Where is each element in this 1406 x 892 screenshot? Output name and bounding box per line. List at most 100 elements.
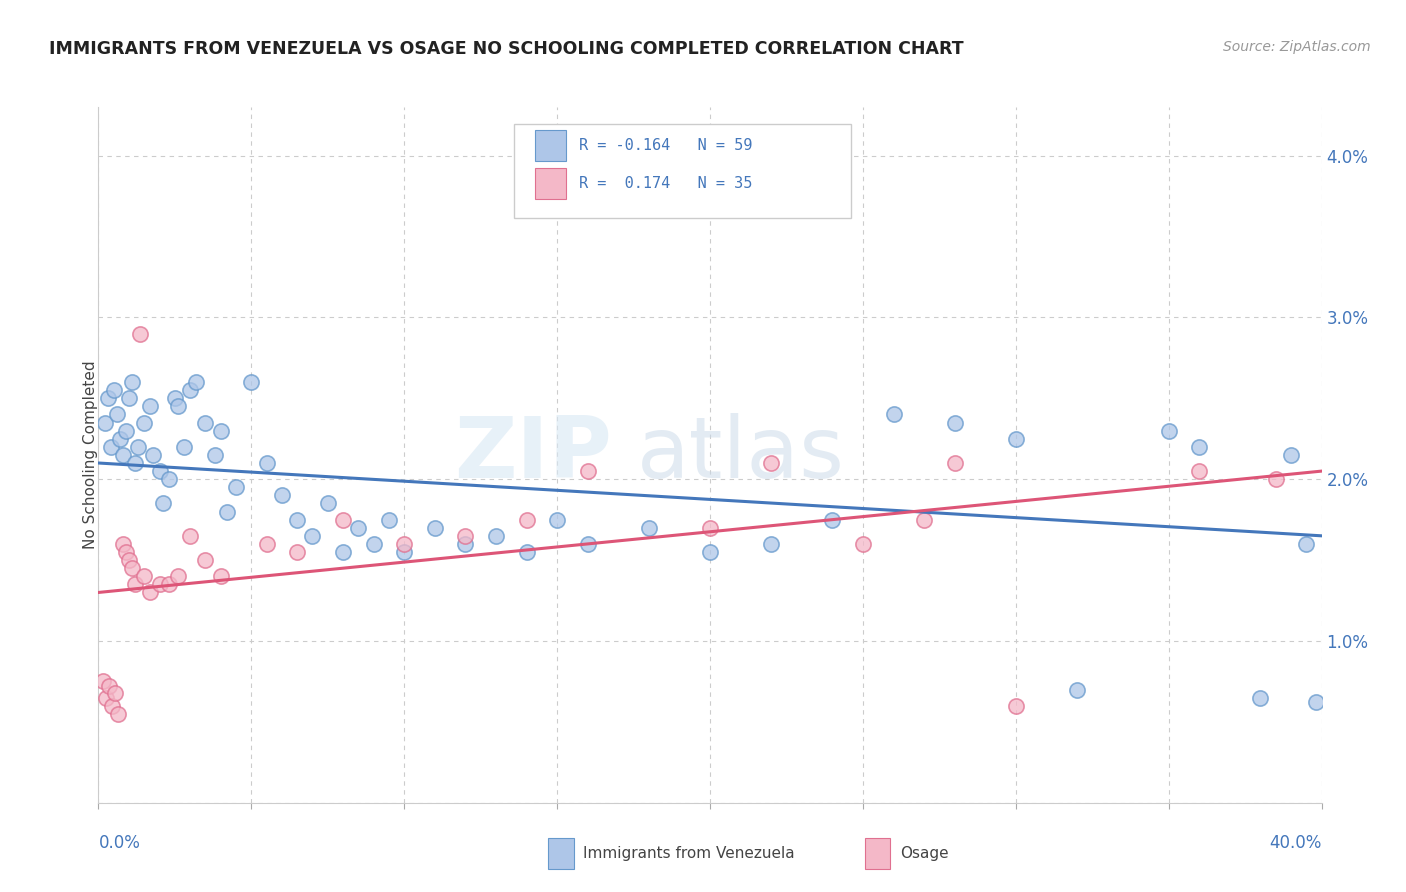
Point — [93, 416, 115, 430]
Text: atlas: atlas — [637, 413, 845, 497]
Text: R = -0.164   N = 59: R = -0.164 N = 59 — [579, 137, 752, 153]
Point — [1279, 448, 1302, 462]
Point — [134, 569, 156, 583]
Point — [209, 424, 232, 438]
Point — [157, 577, 180, 591]
Point — [1305, 696, 1327, 710]
Point — [124, 456, 146, 470]
Point — [152, 496, 174, 510]
Point — [107, 706, 129, 721]
Point — [149, 464, 172, 478]
Point — [127, 440, 149, 454]
Text: Osage: Osage — [900, 847, 949, 861]
Point — [1264, 472, 1286, 486]
Text: IMMIGRANTS FROM VENEZUELA VS OSAGE NO SCHOOLING COMPLETED CORRELATION CHART: IMMIGRANTS FROM VENEZUELA VS OSAGE NO SC… — [49, 40, 965, 58]
Point — [134, 416, 156, 430]
Point — [270, 488, 294, 502]
Point — [1295, 537, 1317, 551]
Point — [100, 440, 122, 454]
Point — [485, 529, 508, 543]
Point — [163, 392, 186, 406]
Point — [883, 408, 905, 422]
Point — [204, 448, 226, 462]
Point — [363, 537, 385, 551]
Point — [392, 545, 416, 559]
Point — [699, 545, 721, 559]
Text: 0.0%: 0.0% — [98, 834, 141, 852]
Point — [121, 561, 143, 575]
Point — [454, 537, 477, 551]
Point — [167, 569, 190, 583]
Text: Immigrants from Venezuela: Immigrants from Venezuela — [583, 847, 796, 861]
Point — [128, 326, 150, 341]
Point — [115, 545, 138, 559]
Point — [699, 521, 721, 535]
Text: ZIP: ZIP — [454, 413, 612, 497]
Point — [101, 698, 124, 713]
Point — [121, 375, 143, 389]
Point — [215, 504, 238, 518]
Point — [285, 513, 308, 527]
Point — [115, 424, 138, 438]
Point — [149, 577, 172, 591]
Point — [638, 521, 661, 535]
Point — [98, 679, 121, 693]
Point — [124, 577, 146, 591]
Point — [1188, 464, 1211, 478]
Point — [111, 448, 134, 462]
Text: R =  0.174   N = 35: R = 0.174 N = 35 — [579, 176, 752, 191]
Point — [454, 529, 477, 543]
Point — [142, 448, 165, 462]
Point — [516, 513, 538, 527]
Point — [104, 686, 127, 700]
Point — [347, 521, 370, 535]
Point — [118, 392, 141, 406]
Point — [157, 472, 180, 486]
Point — [332, 513, 354, 527]
Point — [392, 537, 416, 551]
Point — [103, 383, 125, 397]
Point — [256, 456, 278, 470]
Point — [105, 408, 128, 422]
Point — [943, 456, 966, 470]
Point — [167, 400, 190, 414]
Text: 40.0%: 40.0% — [1270, 834, 1322, 852]
Point — [256, 537, 278, 551]
Point — [423, 521, 446, 535]
Point — [94, 690, 117, 705]
Point — [316, 496, 339, 510]
FancyBboxPatch shape — [536, 129, 565, 161]
Point — [761, 456, 783, 470]
Point — [285, 545, 308, 559]
Point — [1250, 690, 1272, 705]
Point — [111, 537, 134, 551]
Point — [1066, 682, 1088, 697]
Point — [173, 440, 195, 454]
Point — [179, 383, 201, 397]
Point — [852, 537, 875, 551]
Point — [1004, 698, 1026, 713]
Point — [1188, 440, 1211, 454]
Point — [1157, 424, 1180, 438]
Point — [118, 553, 141, 567]
Point — [240, 375, 263, 389]
Point — [194, 416, 217, 430]
Point — [332, 545, 354, 559]
Point — [139, 585, 162, 599]
Point — [301, 529, 323, 543]
Point — [821, 513, 844, 527]
Point — [576, 464, 599, 478]
Point — [516, 545, 538, 559]
Point — [943, 416, 966, 430]
Point — [179, 529, 201, 543]
Point — [912, 513, 935, 527]
Point — [1004, 432, 1026, 446]
Point — [576, 537, 599, 551]
Point — [225, 480, 247, 494]
Point — [139, 400, 162, 414]
Point — [209, 569, 232, 583]
Point — [108, 432, 131, 446]
FancyBboxPatch shape — [515, 124, 851, 219]
Point — [186, 375, 208, 389]
Point — [91, 674, 114, 689]
